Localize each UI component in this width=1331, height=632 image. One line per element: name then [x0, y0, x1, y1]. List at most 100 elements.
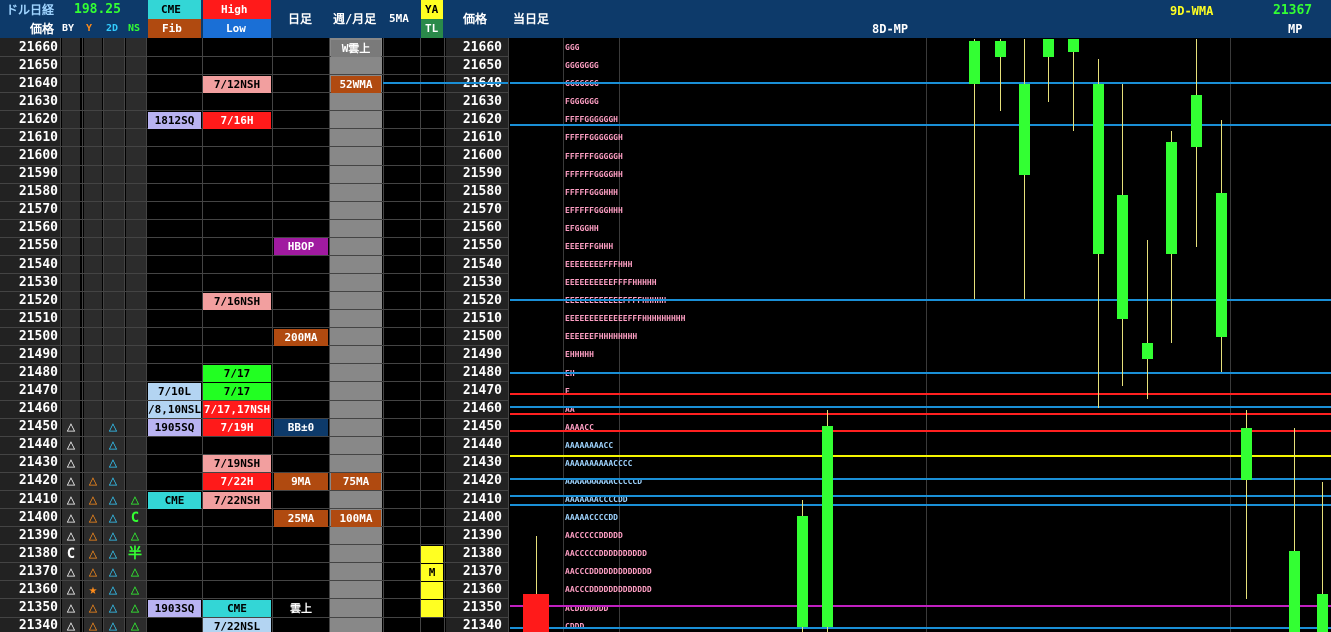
signal-symbol: △ — [88, 545, 98, 562]
price-label-left: 21440 — [18, 437, 58, 453]
price-label-left: 21410 — [18, 491, 58, 507]
grid-row-15 — [0, 327, 508, 329]
level-line — [510, 503, 1331, 506]
tpo-row: AAAAAAAACC — [565, 440, 614, 450]
candle-wick — [536, 536, 537, 632]
tpo-row: AACCCCCDDDDD — [565, 531, 623, 541]
cme-fib-cell: /8,10NSL — [148, 401, 201, 419]
signal-symbol: △ — [66, 509, 76, 526]
signal-symbol: △ — [130, 600, 140, 616]
grid-col-2 — [103, 38, 104, 632]
candle-body — [1043, 39, 1054, 58]
signal-symbol: △ — [66, 581, 76, 598]
tpo-row: AAAACC — [565, 422, 594, 432]
mp8-label: 8D-MP — [872, 22, 909, 36]
grid-row-3 — [0, 110, 508, 112]
high-low-cell: 7/19H — [203, 419, 271, 437]
tpo-row: EEEEFFGHHH — [565, 241, 614, 251]
header-daily: 日足 — [288, 12, 313, 26]
candle-body — [1142, 342, 1153, 359]
grid-col-9 — [420, 38, 421, 632]
price-label-mid: 21510 — [462, 310, 502, 326]
grid-col-6 — [272, 38, 273, 632]
candle-body — [1117, 194, 1128, 320]
price-label-left: 21420 — [18, 473, 58, 489]
tpo-row: EHHHHH — [565, 350, 594, 360]
candle-wick — [1147, 239, 1148, 399]
grid-row-29 — [0, 580, 508, 582]
signal-symbol: △ — [88, 618, 98, 632]
price-label-mid: 21520 — [462, 292, 502, 308]
tpo-row: FFFFFGGGGGGH — [565, 133, 623, 143]
grid-row-5 — [0, 146, 508, 148]
price-label-mid: 21380 — [462, 545, 502, 561]
grid-row-22 — [0, 453, 508, 455]
signal-symbol: △ — [66, 473, 76, 490]
grid-col-11 — [508, 38, 509, 632]
tpo-row: FFFFFGGGHHH — [565, 187, 618, 197]
ya-tl-cell — [421, 600, 443, 617]
usdjpy-value: 198.25 — [74, 2, 121, 17]
tpo-row: EEEEEEFHHHHHHHH — [565, 332, 638, 342]
grid-row-20 — [0, 417, 508, 419]
price-label-left: 21640 — [18, 75, 58, 91]
level-line — [510, 454, 1331, 457]
header-low-block — [203, 19, 271, 38]
price-label-left: 21530 — [18, 274, 58, 290]
price-label-left: 21460 — [18, 401, 58, 417]
grid-col-7 — [329, 38, 330, 632]
price-label-left: 21500 — [18, 328, 58, 344]
price-label-left: 21370 — [18, 563, 58, 579]
price-label-left: 21550 — [18, 238, 58, 254]
price-label-left: 21630 — [18, 93, 58, 109]
grid-col-4 — [146, 38, 147, 632]
header-ya-block — [421, 0, 443, 19]
level-line — [510, 82, 1331, 85]
grid-row-14 — [0, 309, 508, 311]
today-candle — [523, 594, 549, 632]
price-label-left: 21400 — [18, 509, 58, 525]
flag-col-bg-3 — [126, 38, 146, 632]
tpo-row: AACCCDDDDDDDDDDDDD — [565, 567, 652, 577]
tpo-row: FFFFGGGGGGH — [565, 115, 618, 125]
wma-label: 9D-WMA — [1170, 4, 1214, 18]
ya-tl-cell — [421, 581, 443, 599]
signal-symbol: △ — [108, 581, 118, 598]
grid-col-3 — [124, 38, 125, 632]
weekly-col-bg — [329, 38, 382, 632]
grid-col-0 — [60, 38, 61, 632]
header-cme-block — [148, 0, 201, 19]
grid-row-0 — [0, 56, 508, 57]
header-low: Low — [226, 22, 246, 35]
grid-row-31 — [0, 616, 508, 618]
price-label-mid: 21630 — [462, 93, 502, 109]
high-low-cell: 7/22NSH — [203, 491, 271, 509]
signal-symbol: △ — [108, 600, 118, 616]
signal-symbol: △ — [108, 527, 118, 544]
price-label-mid: 21440 — [462, 437, 502, 453]
signal-symbol: △ — [108, 419, 118, 436]
flag-col-bg-0 — [62, 38, 80, 632]
level-line — [510, 299, 1331, 302]
price-label-left: 21650 — [18, 57, 58, 73]
level-line — [510, 406, 1331, 408]
tpo-row: AA — [565, 404, 575, 414]
price-label-left: 21380 — [18, 545, 58, 561]
candle-body — [969, 40, 980, 85]
tpo-row: AACCCDDDDDDDDDDDDD — [565, 585, 652, 595]
flag-label-2: 2D — [106, 23, 119, 34]
header-weekly: 週/月足 — [333, 12, 377, 26]
price-label-left: 21560 — [18, 220, 58, 236]
grid-row-23 — [0, 471, 508, 473]
weekly-cell: W雲上 — [331, 39, 381, 57]
high-low-cell: CME — [203, 600, 271, 617]
price-label-mid: 21580 — [462, 184, 502, 200]
signal-symbol: △ — [88, 527, 98, 544]
price-label-left: 21490 — [18, 346, 58, 362]
high-low-cell: 7/16H — [203, 111, 271, 129]
signal-symbol: △ — [108, 618, 118, 632]
header-cme: CME — [161, 3, 181, 16]
price-label-left: 21660 — [18, 39, 58, 55]
chart-divider-1 — [619, 38, 620, 632]
price-label-left: 21540 — [18, 256, 58, 272]
